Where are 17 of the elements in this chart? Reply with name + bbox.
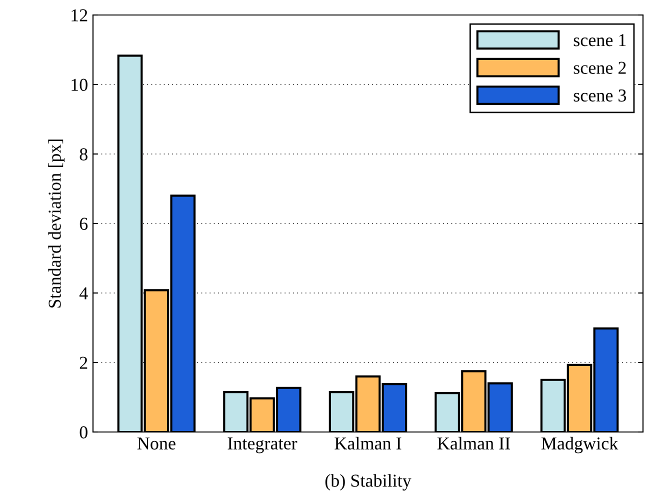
y-tick-label: 4 [79, 287, 88, 300]
legend-label: scene 3 [574, 89, 626, 102]
y-axis-title: Standard deviation [px] [48, 140, 65, 308]
x-tick-label: Integrater [228, 438, 298, 454]
legend-label: scene 1 [574, 34, 626, 46]
y-tick-label: 10 [72, 78, 88, 91]
x-tick-label: None [137, 438, 176, 450]
x-tick-label: Kalman I [334, 436, 402, 450]
x-tick-label: Kalman II [437, 436, 510, 450]
x-tick-label: Madgwick [541, 436, 618, 454]
text: (b) Stability [325, 474, 412, 491]
y-tick-label: 8 [80, 148, 88, 160]
y-tick-label: 6 [80, 218, 88, 230]
y-tick-label: 12 [72, 9, 88, 22]
y-tick-label: 0 [80, 426, 88, 438]
legend-label: scene 2 [574, 62, 626, 74]
y-tick-label: 2 [80, 356, 88, 369]
